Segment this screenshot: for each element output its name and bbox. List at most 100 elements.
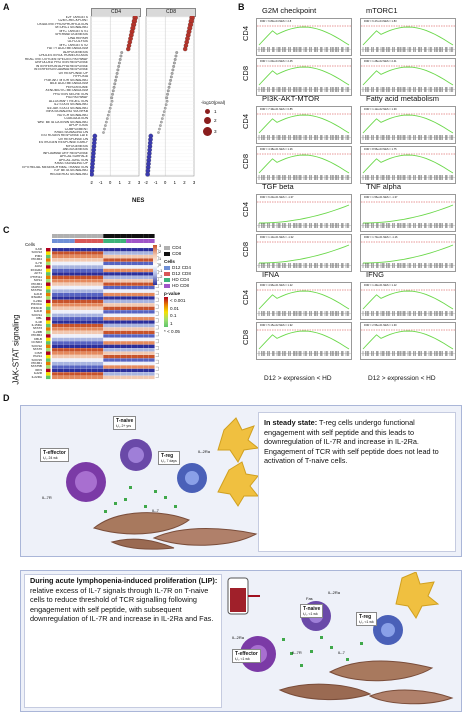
heatmap-cell [103, 337, 110, 342]
heatmap-cell [108, 316, 115, 321]
lip-heading: During acute lymphopenia-induced prolife… [30, 576, 218, 585]
heatmap-cell [91, 275, 98, 280]
heatmap-cell [137, 323, 144, 328]
nes-dot [113, 82, 117, 86]
heatmap-cell [80, 289, 87, 293]
heatmap-cell [57, 365, 64, 369]
heatmap-cell [126, 358, 132, 362]
heatmap-cell [143, 254, 149, 259]
nes-dot [163, 106, 167, 110]
heatmap-cell [108, 361, 115, 366]
heatmap-cell [148, 316, 155, 321]
heatmap-cell [69, 344, 75, 349]
heatmap-cell [103, 316, 110, 321]
pathway-label: ANGIOGENESIS [62, 148, 88, 152]
heatmap-cell [137, 247, 144, 252]
heatmap-cell [103, 289, 110, 293]
heatmap-cell [63, 251, 70, 255]
heatmap-cell [114, 368, 121, 373]
bottom-treg-label: T-reg [359, 614, 372, 620]
lip-text-box [24, 574, 222, 708]
heatmap-cell [103, 344, 110, 349]
heatmap-cell [103, 275, 110, 280]
heatmap-cell [114, 361, 121, 366]
column-annotation-cell [86, 234, 92, 238]
nes-dot [119, 54, 123, 58]
heatmap-cell [126, 251, 132, 255]
heatmap-cell [108, 320, 115, 324]
gene-label: PIM1 [34, 253, 42, 258]
heatmap-cell [126, 344, 132, 349]
heatmap-cell [80, 272, 87, 276]
heatmap-cell [131, 265, 138, 269]
heatmap-cell [126, 265, 132, 269]
heatmap-cell [108, 368, 115, 373]
bottom-tnaive-label: T-naive [303, 606, 321, 612]
heatmap-cell [137, 368, 144, 373]
heatmap-cell [131, 292, 138, 297]
heatmap-cell [103, 261, 110, 266]
pvalue-annotation-cell [46, 323, 51, 328]
gene-label: IL22R [33, 371, 42, 376]
heatmap-cell [69, 354, 75, 359]
heatmap-cell [114, 323, 121, 328]
nes-dot [111, 89, 115, 93]
pvalue-annotation-cell [46, 330, 51, 335]
heatmap-cell [57, 327, 64, 331]
pvalue-annotation-cell [46, 348, 51, 352]
heatmap-cell [74, 272, 81, 276]
top-treg-label: T-reg [161, 453, 174, 459]
heatmap-cell [57, 330, 64, 335]
gsea-title: TGF beta [262, 182, 294, 191]
dendrogram-branch [155, 346, 159, 350]
heatmap-cell [126, 341, 132, 345]
heatmap-cell [143, 292, 149, 297]
gene-label: PTPN11 [30, 274, 42, 279]
heatmap-cell [148, 306, 155, 311]
bottom-il7-label: IL-7 [338, 650, 345, 655]
heatmap-cell [137, 310, 144, 314]
nes-dot [110, 96, 114, 100]
bottom-tnaive-sub: t₁/₂ <1 wk [303, 612, 318, 616]
heatmap-cell [69, 320, 75, 324]
panel-label-b: B [238, 2, 245, 12]
heatmap-cell [86, 351, 92, 356]
heatmap-cell [148, 341, 155, 345]
pathway-label: KRAS SIGNALING DN [54, 130, 88, 134]
x-tick-label: -1 [99, 180, 103, 185]
legend-swatch-hdcd8 [164, 284, 170, 288]
legend-cd4: CD4 [172, 245, 182, 250]
panel-label-c: C [3, 225, 10, 235]
heatmap-cell [137, 254, 144, 259]
heatmap-cell [69, 265, 75, 269]
top-teff-sub: t₁/₂ 24 wk [43, 456, 58, 460]
heatmap-cell [69, 313, 75, 318]
heatmap-cell [80, 348, 87, 352]
heatmap-cell [120, 313, 127, 318]
heatmap-cell [103, 306, 110, 311]
top-il7-label: IL-7 [152, 508, 159, 513]
gsea-plot-cd4: FDR = 6.23e-01 NES = -1.37 [256, 194, 352, 232]
lip-text: During acute lymphopenia-induced prolife… [30, 576, 218, 624]
heatmap-cell [97, 296, 104, 300]
enrichment-curve [257, 329, 351, 356]
gsea-title: PI3K-AKT-MTOR [262, 94, 320, 103]
gsea-plot-cd4: FDR = 4.96e-01 NES = 1.22 [256, 282, 352, 320]
heatmap-cell [97, 323, 104, 328]
gene-label: PIK3R4 [31, 333, 42, 338]
heatmap-cell [86, 358, 92, 362]
pathway-label: FATTY ACID METABOLISM [47, 47, 88, 51]
heatmap-cell [120, 289, 127, 293]
legend-d12cd4: D12 CD4 [172, 265, 191, 270]
heatmap-cell [74, 368, 81, 373]
gsea-stat: FDR = 1.28e-02 NES = 2.41 [364, 60, 397, 63]
dendrogram-branch [155, 304, 159, 309]
dendrogram-branch [155, 339, 159, 344]
pathway-label: EPITHELIAL MESENCHYMAL TRANSITION [22, 165, 88, 169]
heatmap-cell [69, 275, 75, 280]
heatmap-cell [57, 351, 64, 356]
x-tick-label: 0 [164, 180, 167, 185]
heatmap-cell [74, 296, 81, 300]
heatmap-cell [57, 361, 64, 366]
heatmap-cell [114, 251, 121, 255]
